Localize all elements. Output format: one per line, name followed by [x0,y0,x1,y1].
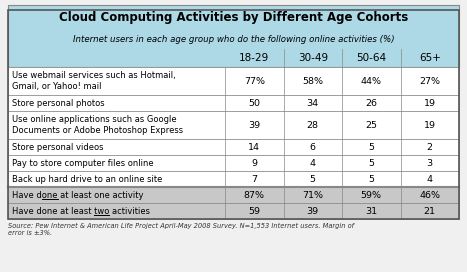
Text: 50: 50 [248,98,260,107]
Text: 26: 26 [365,98,377,107]
Text: 5: 5 [368,143,374,152]
Bar [8,187,459,203]
Text: 77%: 77% [244,76,265,85]
Text: Use online applications such as Google
Documents or Adobe Photoshop Express: Use online applications such as Google D… [12,115,183,135]
Text: Cloud Computing Activities by Different Age Cohorts: Cloud Computing Activities by Different … [59,11,408,23]
Text: 19: 19 [424,98,436,107]
Text: 39: 39 [307,206,319,215]
Text: 71%: 71% [302,190,323,199]
Text: 39: 39 [248,120,260,129]
Text: Store personal photos: Store personal photos [12,98,105,107]
Text: 30-49: 30-49 [297,53,328,63]
Text: 14: 14 [248,143,260,152]
Bar [8,67,459,95]
Text: 44%: 44% [361,76,382,85]
Text: 58%: 58% [302,76,323,85]
Text: 50-64: 50-64 [356,53,386,63]
Text: 59%: 59% [361,190,382,199]
Text: Internet users in each age group who do the following online activities (%): Internet users in each age group who do … [73,36,394,45]
Text: 4: 4 [427,175,433,184]
Bar [8,171,459,187]
Text: 34: 34 [307,98,319,107]
Text: 19: 19 [424,120,436,129]
Bar [8,203,459,219]
Text: 5: 5 [310,175,316,184]
Text: 46%: 46% [419,190,440,199]
Text: 3: 3 [427,159,433,168]
Text: 28: 28 [307,120,319,129]
Text: 18-29: 18-29 [239,53,269,63]
Text: 25: 25 [365,120,377,129]
Text: 21: 21 [424,206,436,215]
Text: 9: 9 [251,159,257,168]
Text: 5: 5 [368,175,374,184]
Text: Use webmail services such as Hotmail,
Gmail, or Yahoo! mail: Use webmail services such as Hotmail, Gm… [12,71,176,91]
Text: 4: 4 [310,159,316,168]
Bar [8,155,459,171]
Bar [8,95,459,111]
Text: 27%: 27% [419,76,440,85]
Text: Have done at least one activity: Have done at least one activity [12,190,143,199]
Text: Source: Pew Internet & American Life Project April-May 2008 Survey. N=1,553 Inte: Source: Pew Internet & American Life Pro… [8,223,354,236]
Text: 65+: 65+ [419,53,441,63]
Bar [8,5,459,67]
Bar [8,139,459,155]
Text: 6: 6 [310,143,316,152]
Text: 31: 31 [365,206,377,215]
Bar [8,111,459,139]
Text: 59: 59 [248,206,260,215]
Text: 7: 7 [251,175,257,184]
Text: Have done at least two activities: Have done at least two activities [12,206,150,215]
Text: 5: 5 [368,159,374,168]
Text: Pay to store computer files online: Pay to store computer files online [12,159,154,168]
Text: Back up hard drive to an online site: Back up hard drive to an online site [12,175,163,184]
Text: Store personal videos: Store personal videos [12,143,104,152]
Text: 87%: 87% [244,190,265,199]
Text: 2: 2 [427,143,433,152]
Bar [8,10,459,219]
